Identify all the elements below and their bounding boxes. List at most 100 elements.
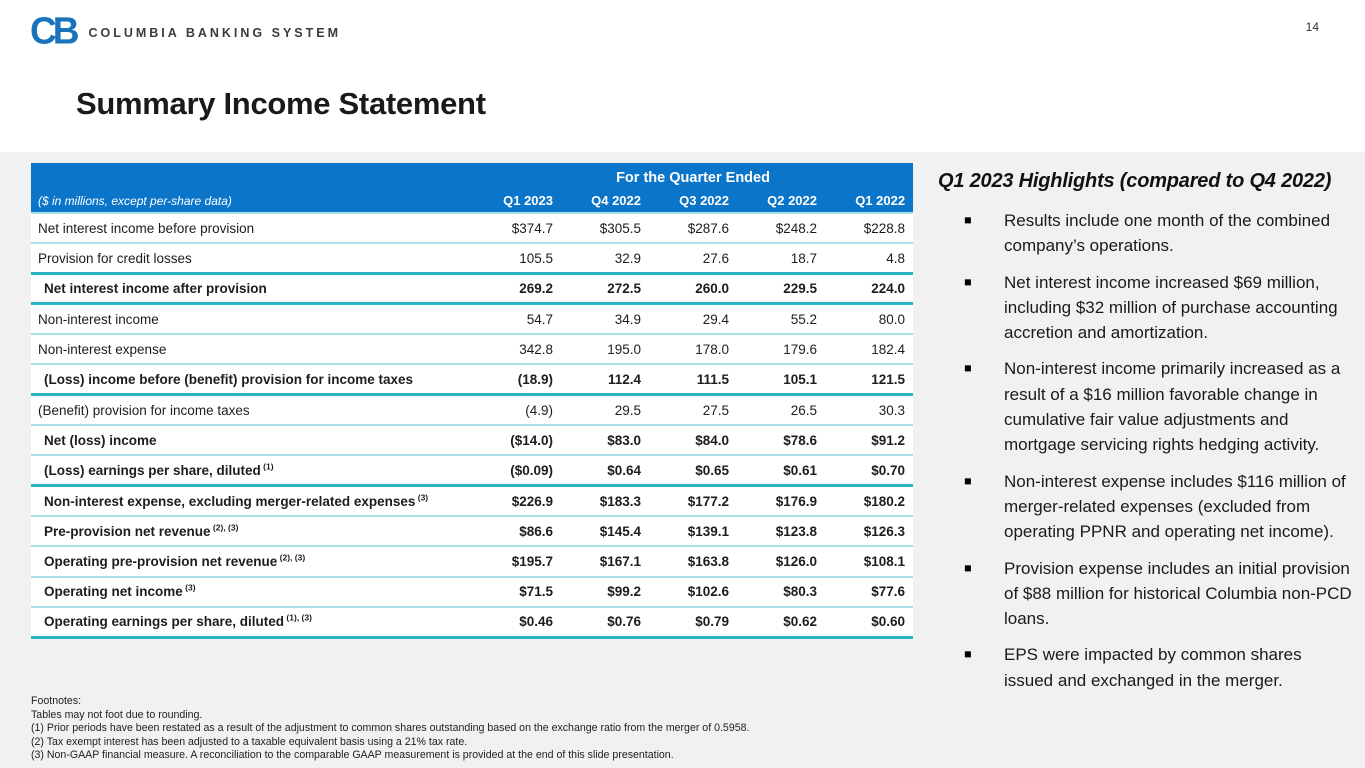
cell-value: 112.4 bbox=[561, 363, 649, 397]
cell-value: $183.3 bbox=[561, 485, 649, 516]
highlight-bullet: ■ EPS were impacted by common shares issu… bbox=[938, 642, 1354, 693]
cell-value: $163.8 bbox=[649, 545, 737, 577]
row-label: Operating pre-provision net revenue (2),… bbox=[31, 545, 473, 577]
cell-value: 179.6 bbox=[737, 333, 825, 365]
cell-value: $176.9 bbox=[737, 485, 825, 516]
cell-value: 229.5 bbox=[737, 272, 825, 306]
column-header-q3-2022: Q3 2022 bbox=[649, 190, 737, 213]
cell-value: $0.79 bbox=[649, 605, 737, 639]
cell-value: $0.64 bbox=[561, 454, 649, 488]
cell-value: 34.9 bbox=[561, 303, 649, 335]
highlights-list: ■ Results include one month of the combin… bbox=[938, 208, 1354, 693]
cell-value: 27.6 bbox=[649, 242, 737, 274]
row-label: Non-interest income bbox=[31, 303, 473, 335]
cell-value: $91.2 bbox=[825, 424, 914, 456]
cell-value: $84.0 bbox=[649, 424, 737, 456]
cell-value: $102.6 bbox=[649, 575, 737, 607]
cell-value: $287.6 bbox=[649, 211, 737, 244]
cell-value: 195.0 bbox=[561, 333, 649, 365]
square-bullet-icon: ■ bbox=[964, 560, 972, 575]
page-title: Summary Income Statement bbox=[76, 86, 486, 121]
company-logo: CB COLUMBIA BANKING SYSTEM bbox=[30, 9, 342, 52]
footnote-line: (1) Prior periods have been restated as … bbox=[31, 722, 750, 735]
highlight-text: EPS were impacted by common shares issue… bbox=[1004, 645, 1302, 690]
footnote-line: Tables may not foot due to rounding. bbox=[31, 708, 203, 721]
group-header-label: For the Quarter Ended bbox=[473, 163, 914, 190]
cell-value: 29.5 bbox=[561, 394, 649, 426]
cell-value: 260.0 bbox=[649, 272, 737, 306]
highlight-text: Net interest income increased $69 millio… bbox=[1004, 272, 1338, 343]
cell-value: $126.3 bbox=[825, 514, 914, 547]
cell-value: 342.8 bbox=[473, 333, 561, 365]
square-bullet-icon: ■ bbox=[964, 213, 972, 227]
table-row: Net interest income before provision $374… bbox=[31, 211, 914, 244]
cell-value: 32.9 bbox=[561, 242, 649, 274]
square-bullet-icon: ■ bbox=[964, 473, 972, 488]
cell-value: $0.76 bbox=[561, 605, 649, 639]
cell-value: $99.2 bbox=[561, 575, 649, 607]
cell-value: $123.8 bbox=[737, 514, 825, 547]
highlight-text: Non-interest expense includes $116 milli… bbox=[1004, 471, 1346, 542]
footnote-line: Footnotes: bbox=[31, 695, 82, 707]
cell-value: (18.9) bbox=[473, 363, 561, 397]
cell-value: $228.8 bbox=[825, 211, 914, 244]
table-row: Non-interest income 54.7 34.9 29.4 55.2 80.0 bbox=[31, 303, 914, 335]
cell-value: $374.7 bbox=[473, 211, 561, 244]
row-label: Net interest income after provision bbox=[31, 272, 473, 306]
cell-value: $139.1 bbox=[649, 514, 737, 547]
table-row: Operating net income (3) $71.5 $99.2 $102.6… bbox=[31, 575, 914, 607]
cb-monogram-icon: CB bbox=[30, 9, 79, 52]
square-bullet-icon: ■ bbox=[964, 274, 972, 289]
row-label: Operating net income (3) bbox=[31, 575, 473, 607]
cell-value: 272.5 bbox=[561, 272, 649, 306]
table-row: Provision for credit losses 105.5 32.9 27.6… bbox=[31, 242, 914, 274]
footnote-line: (3) Non-GAAP financial measure. A reconc… bbox=[31, 749, 674, 762]
highlight-bullet: ■ Provision expense includes an initial p… bbox=[938, 556, 1354, 632]
cell-value: $108.1 bbox=[825, 545, 914, 577]
cell-value: 111.5 bbox=[649, 363, 737, 397]
row-label: Net interest income before provision bbox=[31, 211, 473, 244]
row-label: Provision for credit losses bbox=[31, 242, 473, 274]
table-caption: ($ in millions, except per-share data) bbox=[31, 190, 473, 213]
cell-value: 26.5 bbox=[737, 394, 825, 426]
cell-value: ($0.09) bbox=[473, 454, 561, 488]
cell-value: 4.8 bbox=[825, 242, 914, 274]
highlight-text: Results include one month of the combine… bbox=[1004, 211, 1331, 256]
cell-value: $0.65 bbox=[649, 454, 737, 488]
table-row: (Loss) income before (benefit) provision… bbox=[31, 363, 914, 397]
logo-wordmark: COLUMBIA BANKING SYSTEM bbox=[88, 25, 342, 40]
table-header: For the Quarter Ended ($ in millions, ex… bbox=[31, 163, 914, 213]
cell-value: 27.5 bbox=[649, 394, 737, 426]
cell-value: 80.0 bbox=[825, 303, 914, 335]
table-row: Net (loss) income ($14.0) $83.0 $84.0 $78.6 $… bbox=[31, 424, 914, 456]
cell-value: $86.6 bbox=[473, 514, 561, 547]
group-header-row: For the Quarter Ended bbox=[31, 163, 914, 190]
table-row: Operating pre-provision net revenue (2),… bbox=[31, 545, 914, 577]
cell-value: $195.7 bbox=[473, 545, 561, 577]
cell-value: $177.2 bbox=[649, 485, 737, 516]
cell-value: $0.60 bbox=[825, 605, 914, 639]
cell-value: 121.5 bbox=[825, 363, 914, 397]
cell-value: $126.0 bbox=[737, 545, 825, 577]
page-number: 14 bbox=[1305, 20, 1319, 34]
table-row: (Loss) earnings per share, diluted (1) ($… bbox=[31, 454, 914, 488]
cell-value: 178.0 bbox=[649, 333, 737, 365]
column-header-row: ($ in millions, except per-share data) Q… bbox=[31, 190, 914, 213]
table-body: Net interest income before provision $374… bbox=[31, 211, 914, 639]
row-label: (Loss) income before (benefit) provision… bbox=[31, 363, 473, 397]
highlight-text: Non-interest income primarily increased … bbox=[1004, 359, 1341, 455]
highlight-text: Provision expense includes an initial pr… bbox=[1004, 558, 1352, 629]
cell-value: 54.7 bbox=[473, 303, 561, 335]
table-row: Pre-provision net revenue (2), (3) $86.6 $… bbox=[31, 514, 914, 547]
cell-value: $71.5 bbox=[473, 575, 561, 607]
cell-value: $0.62 bbox=[737, 605, 825, 639]
cell-value: 182.4 bbox=[825, 333, 914, 365]
row-label: Non-interest expense bbox=[31, 333, 473, 365]
square-bullet-icon: ■ bbox=[964, 361, 972, 376]
row-label: Net (loss) income bbox=[31, 424, 473, 456]
cell-value: $248.2 bbox=[737, 211, 825, 244]
table-row: (Benefit) provision for income taxes (4.9… bbox=[31, 394, 914, 426]
row-label: Operating earnings per share, diluted (1… bbox=[31, 605, 473, 639]
cell-value: $145.4 bbox=[561, 514, 649, 547]
row-label: (Loss) earnings per share, diluted (1) bbox=[31, 454, 473, 488]
